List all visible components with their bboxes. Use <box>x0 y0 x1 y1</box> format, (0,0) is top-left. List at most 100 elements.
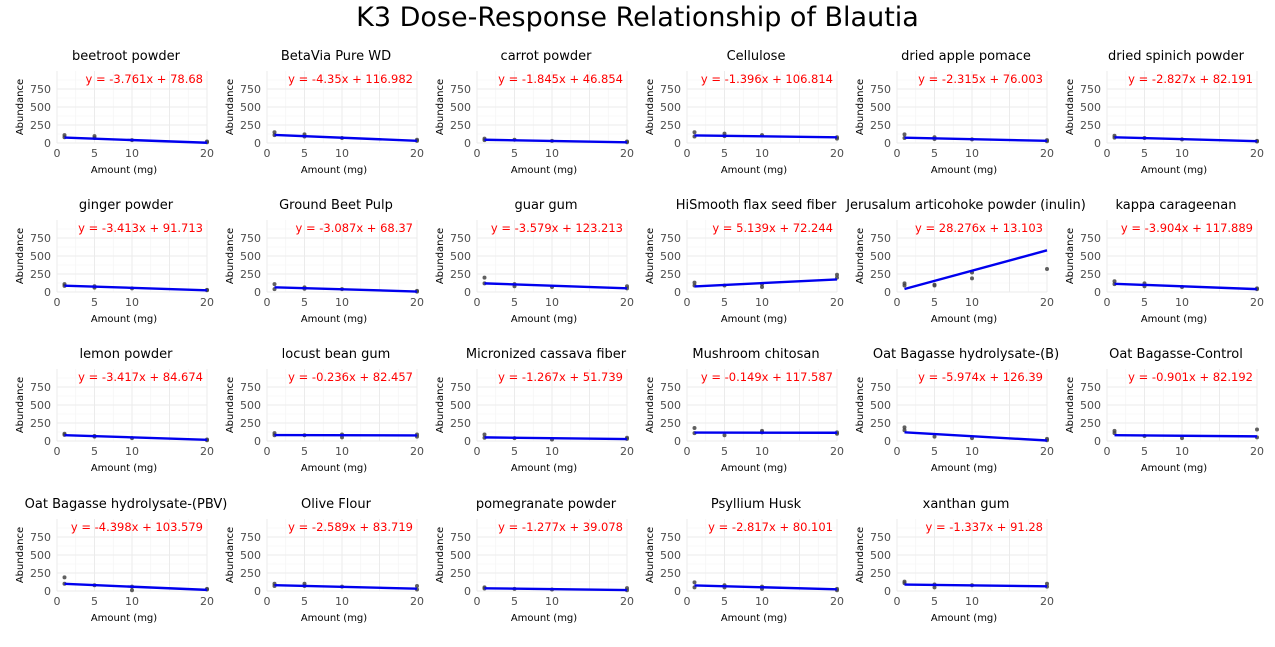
regression-line <box>484 282 628 290</box>
x-axis-label: Amount (mg) <box>511 463 577 474</box>
y-tick-label: 0 <box>464 286 471 299</box>
data-point <box>835 272 839 277</box>
gridlines <box>266 519 418 592</box>
x-tick-label: 0 <box>894 296 901 309</box>
y-tick-label: 750 <box>870 531 891 544</box>
y-axis-label: Abundance <box>435 79 446 135</box>
y-axis-label: Abundance <box>15 527 26 583</box>
facet-panel: Oat Bagasse-Control 0 250 500 750 0 5 10 20 Amoun… <box>1065 347 1264 474</box>
y-tick-label: 750 <box>660 381 681 394</box>
x-tick-label: 10 <box>1175 445 1189 458</box>
y-axis-label: Abundance <box>225 377 236 433</box>
facet-panel: xanthan gum 0 250 500 750 0 5 10 20 Amount (mg) Ab… <box>855 497 1054 624</box>
y-tick-label: 750 <box>660 232 681 245</box>
gridlines <box>56 220 208 293</box>
regression-line <box>1114 282 1258 291</box>
y-tick-label: 750 <box>240 83 261 96</box>
y-tick-label: 500 <box>870 250 891 263</box>
panel-title: Oat Bagasse hydrolysate-(PBV) <box>25 497 228 512</box>
x-tick-label: 10 <box>335 445 349 458</box>
y-tick-label: 500 <box>870 399 891 412</box>
x-tick-label: 10 <box>125 147 139 160</box>
y-tick-label: 750 <box>240 531 261 544</box>
panel-title: Oat Bagasse hydrolysate-(B) <box>873 347 1059 362</box>
y-tick-label: 250 <box>870 119 891 132</box>
regression-line <box>694 278 838 288</box>
regression-equation: y = -1.267x + 51.739 <box>498 370 623 384</box>
x-tick-label: 0 <box>684 147 691 160</box>
facet-panel: dried apple pomace 0 250 500 750 0 5 10 20 Amount… <box>855 49 1054 176</box>
y-tick-label: 750 <box>660 83 681 96</box>
data-point <box>62 575 67 580</box>
y-axis-label: Abundance <box>645 228 656 284</box>
data-point <box>902 283 907 288</box>
gridlines <box>686 220 838 293</box>
x-tick-label: 5 <box>511 445 518 458</box>
x-tick-label: 0 <box>264 595 271 608</box>
regression-equation: y = -3.761x + 78.68 <box>86 72 204 86</box>
x-tick-label: 20 <box>1040 595 1054 608</box>
regression-equation: y = -0.901x + 82.192 <box>1128 370 1253 384</box>
x-tick-label: 5 <box>721 445 728 458</box>
x-tick-label: 10 <box>965 296 979 309</box>
regression-line <box>904 249 1048 291</box>
x-tick-label: 10 <box>335 296 349 309</box>
y-axis-label: Abundance <box>645 79 656 135</box>
gridlines <box>266 220 418 293</box>
x-tick-label: 10 <box>125 445 139 458</box>
gridlines <box>56 71 208 144</box>
y-tick-label: 500 <box>660 399 681 412</box>
regression-equation: y = -3.904x + 117.889 <box>1121 221 1253 235</box>
x-tick-label: 20 <box>200 595 214 608</box>
x-tick-label: 20 <box>1250 296 1264 309</box>
panel-title: guar gum <box>514 198 577 213</box>
data-point <box>692 130 697 135</box>
regression-equation: y = -2.589x + 83.719 <box>288 520 413 534</box>
y-axis-label: Abundance <box>645 527 656 583</box>
x-tick-label: 20 <box>830 595 844 608</box>
x-axis-label: Amount (mg) <box>1141 314 1207 325</box>
x-tick-label: 0 <box>894 147 901 160</box>
regression-line <box>1114 136 1258 143</box>
regression-line <box>274 286 418 293</box>
x-tick-label: 10 <box>335 595 349 608</box>
y-tick-label: 0 <box>674 585 681 598</box>
data-point <box>692 280 697 285</box>
y-axis-label: Abundance <box>15 79 26 135</box>
y-tick-label: 250 <box>660 119 681 132</box>
x-tick-label: 10 <box>755 147 769 160</box>
y-axis-label: Abundance <box>1065 377 1076 433</box>
gridlines <box>896 519 1048 592</box>
y-tick-label: 0 <box>884 585 891 598</box>
regression-equation: y = -0.236x + 82.457 <box>288 370 413 384</box>
regression-equation: y = 28.276x + 13.103 <box>915 221 1043 235</box>
data-point <box>482 432 487 437</box>
y-tick-label: 750 <box>660 531 681 544</box>
y-tick-label: 250 <box>30 567 51 580</box>
data-point <box>272 130 277 135</box>
y-axis-label: Abundance <box>855 527 866 583</box>
x-tick-label: 20 <box>410 445 424 458</box>
x-axis-label: Amount (mg) <box>91 613 157 624</box>
regression-line <box>484 138 628 144</box>
y-tick-label: 0 <box>44 137 51 150</box>
y-tick-label: 500 <box>1080 250 1101 263</box>
x-tick-label: 20 <box>1040 296 1054 309</box>
regression-equation: y = -1.337x + 91.28 <box>926 520 1044 534</box>
y-tick-label: 750 <box>450 531 471 544</box>
x-tick-label: 5 <box>1141 147 1148 160</box>
x-axis-label: Amount (mg) <box>721 165 787 176</box>
y-tick-label: 250 <box>30 417 51 430</box>
x-axis-label: Amount (mg) <box>721 314 787 325</box>
y-tick-label: 750 <box>1080 83 1101 96</box>
data-point <box>1112 279 1117 284</box>
y-tick-label: 750 <box>30 531 51 544</box>
y-tick-label: 500 <box>660 101 681 114</box>
regression-equation: y = -1.277x + 39.078 <box>498 520 623 534</box>
x-tick-label: 0 <box>474 595 481 608</box>
x-axis-label: Amount (mg) <box>721 613 787 624</box>
panel-title: dried apple pomace <box>901 49 1031 64</box>
data-point <box>902 132 907 137</box>
y-tick-label: 500 <box>240 250 261 263</box>
x-tick-label: 0 <box>54 595 61 608</box>
